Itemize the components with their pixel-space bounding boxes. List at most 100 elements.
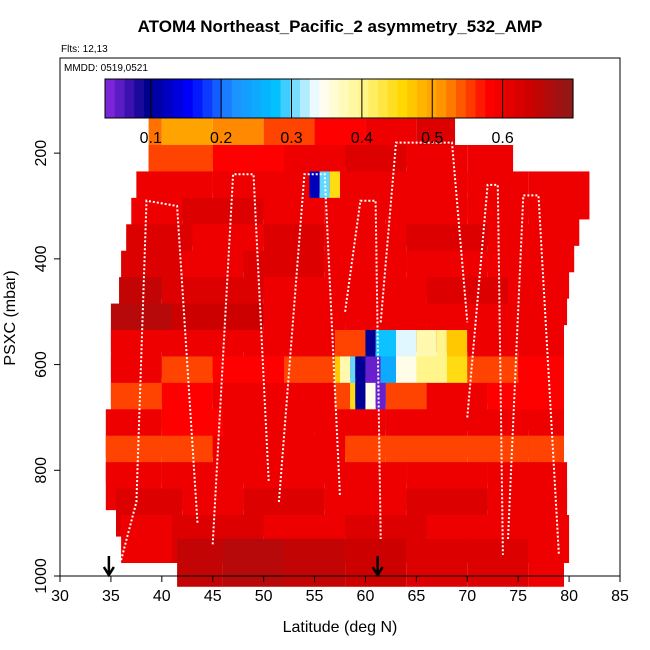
colorbar-cell (475, 79, 486, 118)
colorbar-cell (485, 79, 496, 118)
colorbar-cell (183, 79, 194, 118)
colorbar-tick-label: 0.5 (421, 130, 443, 147)
colorbar-cell (300, 79, 311, 118)
colorbar-cell (329, 79, 340, 118)
colorbar-cell (153, 79, 165, 118)
heatmap-cell (365, 330, 376, 378)
flight-track (344, 199, 382, 540)
x-tick-label: 75 (509, 588, 527, 605)
colorbar-cell (524, 79, 535, 118)
annotation-flights: Flts: 12,13 (61, 44, 108, 55)
heatmap-cell (222, 538, 284, 587)
colorbar-cell (417, 79, 428, 118)
marker-group (102, 556, 384, 578)
annotation-dates: MMDD: 0519,0521 (64, 63, 148, 74)
marker-arrow-head (102, 566, 115, 578)
colorbar-cell (202, 79, 213, 118)
x-tick-label: 55 (306, 588, 324, 605)
colorbar-cell (309, 79, 321, 118)
colorbar-frame (104, 78, 574, 119)
colorbar-tick-label: 0.6 (491, 130, 513, 147)
heatmap-cell (355, 356, 366, 405)
colorbar-cell (553, 79, 564, 118)
colorbar-cell (378, 79, 389, 118)
x-tick-label: 60 (357, 588, 375, 605)
heatmap-cell (121, 515, 172, 563)
x-tick-label: 70 (458, 588, 476, 605)
colorbar-cell (280, 79, 291, 118)
heatmap-cell (345, 538, 407, 587)
heatmap-cell (329, 171, 340, 220)
heatmap-cell (334, 356, 340, 405)
y-tick-label: 200 (33, 140, 50, 167)
colorbar-cell (358, 79, 369, 118)
colorbar-tick-label: 0.4 (351, 130, 373, 147)
plot-area (105, 118, 590, 587)
flight-track (379, 141, 469, 323)
y-tick-label: 400 (33, 245, 50, 272)
heatmap-cell (350, 382, 356, 431)
x-tick-label: 35 (102, 588, 120, 605)
colorbar: 0.1 0.2 0.3 0.4 0.5 0.6 (104, 78, 574, 147)
heatmap-cell (319, 171, 330, 220)
colorbar-cell (514, 79, 525, 118)
colorbar-cell (368, 79, 379, 118)
x-tick-label: 30 (51, 588, 69, 605)
plot-frame (59, 57, 621, 577)
colorbar-cell (348, 79, 360, 118)
flight-track (466, 183, 504, 555)
chart-title: ATOM4 Northeast_Pacific_2 asymmetry_532_… (138, 17, 543, 36)
colorbar-cell (407, 79, 418, 118)
flight-track (277, 173, 341, 503)
colorbar-cell (339, 79, 350, 118)
colorbar-cell (446, 79, 457, 118)
colorbar-cell (212, 79, 223, 118)
heatmap-cell (365, 382, 376, 431)
x-axis: 30 35 40 45 50 55 60 65 70 75 80 85 (51, 576, 629, 605)
colorbar-tick-label: 0.3 (280, 130, 302, 147)
flight-track (211, 173, 270, 545)
colorbar-cell (387, 79, 399, 118)
x-tick-label: 85 (611, 588, 629, 605)
colorbar-cell (114, 79, 126, 118)
x-tick-label: 65 (407, 588, 425, 605)
colorbar-cell (222, 79, 233, 118)
colorbar-cell (504, 79, 516, 118)
heatmap-cell (355, 382, 366, 431)
colorbar-cell (534, 79, 545, 118)
colorbar-tick-label: 0.2 (210, 130, 232, 147)
colorbar-cell (270, 79, 282, 118)
x-tick-label: 40 (153, 588, 171, 605)
colorbar-cell (436, 79, 447, 118)
colorbar-cell (397, 79, 408, 118)
y-axis: 200 400 600 800 1000 (33, 140, 60, 594)
colorbar-cell (231, 79, 243, 118)
x-tick-label: 45 (204, 588, 222, 605)
colorbar-cell (456, 79, 467, 118)
heatmap-cell (528, 538, 564, 587)
colorbar-cell (563, 79, 574, 118)
x-axis-label: Latitude (deg N) (283, 619, 398, 636)
colorbar-cell (134, 79, 145, 118)
heatmap-cell (436, 330, 447, 378)
colorbar-cell (319, 79, 330, 118)
colorbar-cell (251, 79, 262, 118)
colorbar-cell (241, 79, 252, 118)
y-tick-label: 1000 (33, 558, 50, 594)
heatmap-cell (467, 538, 529, 587)
x-tick-label: 80 (560, 588, 578, 605)
y-tick-label: 600 (33, 351, 50, 378)
heatmap-cell (406, 538, 468, 587)
colorbar-cell (261, 79, 272, 118)
heatmap-cell (340, 356, 351, 405)
colorbar-cell (173, 79, 184, 118)
heatmap-cell (375, 382, 386, 431)
colorbar-cell (495, 79, 506, 118)
flight-track (120, 199, 199, 561)
marker-arrow-head (371, 566, 384, 578)
colorbar-cell (124, 79, 135, 118)
colorbar-cell (290, 79, 301, 118)
colorbar-cell (163, 79, 174, 118)
colorbar-tick-label: 0.1 (140, 130, 162, 147)
colorbar-cell (192, 79, 204, 118)
